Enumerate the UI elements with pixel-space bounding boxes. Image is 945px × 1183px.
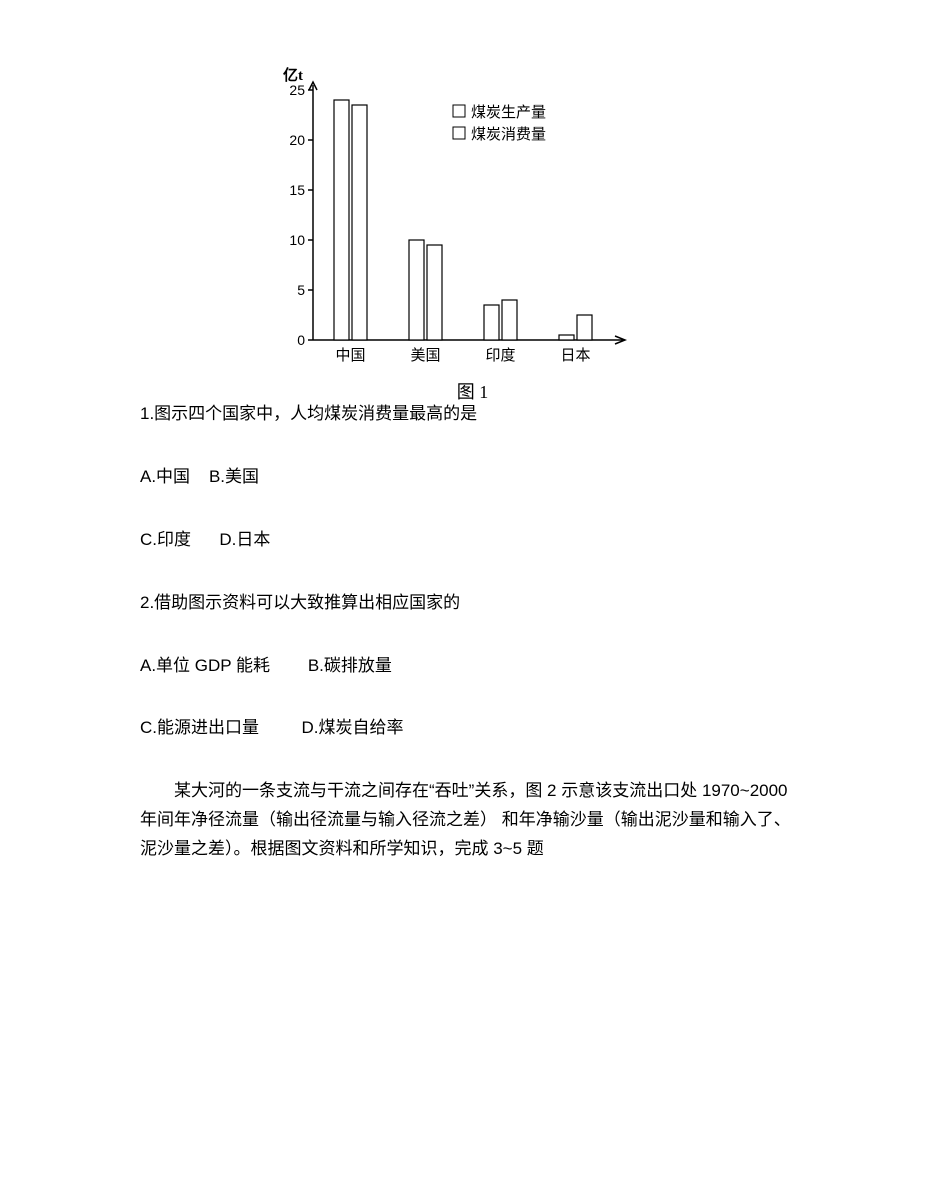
q1-optA: A.中国 xyxy=(140,467,190,486)
figure-caption: 图 1 xyxy=(253,378,693,404)
question-1-options-ab: A.中国 B.美国 xyxy=(140,463,805,492)
svg-text:煤炭消费量: 煤炭消费量 xyxy=(471,126,546,143)
q2-optB: B.碳排放量 xyxy=(308,656,392,675)
svg-text:美国: 美国 xyxy=(410,347,440,364)
svg-text:25: 25 xyxy=(289,82,305,98)
question-2-options-ab: A.单位 GDP 能耗 B.碳排放量 xyxy=(140,652,805,681)
q2-optA: A.单位 GDP 能耗 xyxy=(140,656,270,675)
q2-optC: C.能源进出口量 xyxy=(140,718,259,737)
bar-chart: 亿t0510152025中国美国印度日本煤炭生产量煤炭消费量 xyxy=(253,60,693,370)
question-1-options-cd: C.印度 D.日本 xyxy=(140,526,805,555)
question-2-stem: 2.借助图示资料可以大致推算出相应国家的 xyxy=(140,589,805,618)
q1-optB: B.美国 xyxy=(209,467,259,486)
svg-text:煤炭生产量: 煤炭生产量 xyxy=(471,104,546,121)
passage-intro: 某大河的一条支流与干流之间存在“吞吐”关系，图 2 示意该支流出口处 1970~… xyxy=(140,777,805,864)
svg-text:20: 20 xyxy=(289,132,305,148)
question-1-stem: 1.图示四个国家中，人均煤炭消费量最高的是 xyxy=(140,400,805,429)
svg-text:15: 15 xyxy=(289,182,305,198)
q1-optD: D.日本 xyxy=(219,530,270,549)
svg-text:10: 10 xyxy=(289,232,305,248)
chart-figure: 亿t0510152025中国美国印度日本煤炭生产量煤炭消费量 图 1 xyxy=(253,60,693,370)
svg-text:0: 0 xyxy=(297,332,305,348)
svg-text:中国: 中国 xyxy=(335,347,365,364)
q2-optD: D.煤炭自给率 xyxy=(302,718,404,737)
svg-text:印度: 印度 xyxy=(485,347,515,364)
q1-optC: C.印度 xyxy=(140,530,191,549)
svg-text:5: 5 xyxy=(297,282,305,298)
question-2-options-cd: C.能源进出口量 D.煤炭自给率 xyxy=(140,714,805,743)
svg-text:日本: 日本 xyxy=(560,347,590,364)
question-area: 1.图示四个国家中，人均煤炭消费量最高的是 A.中国 B.美国 C.印度 D.日… xyxy=(140,400,805,864)
